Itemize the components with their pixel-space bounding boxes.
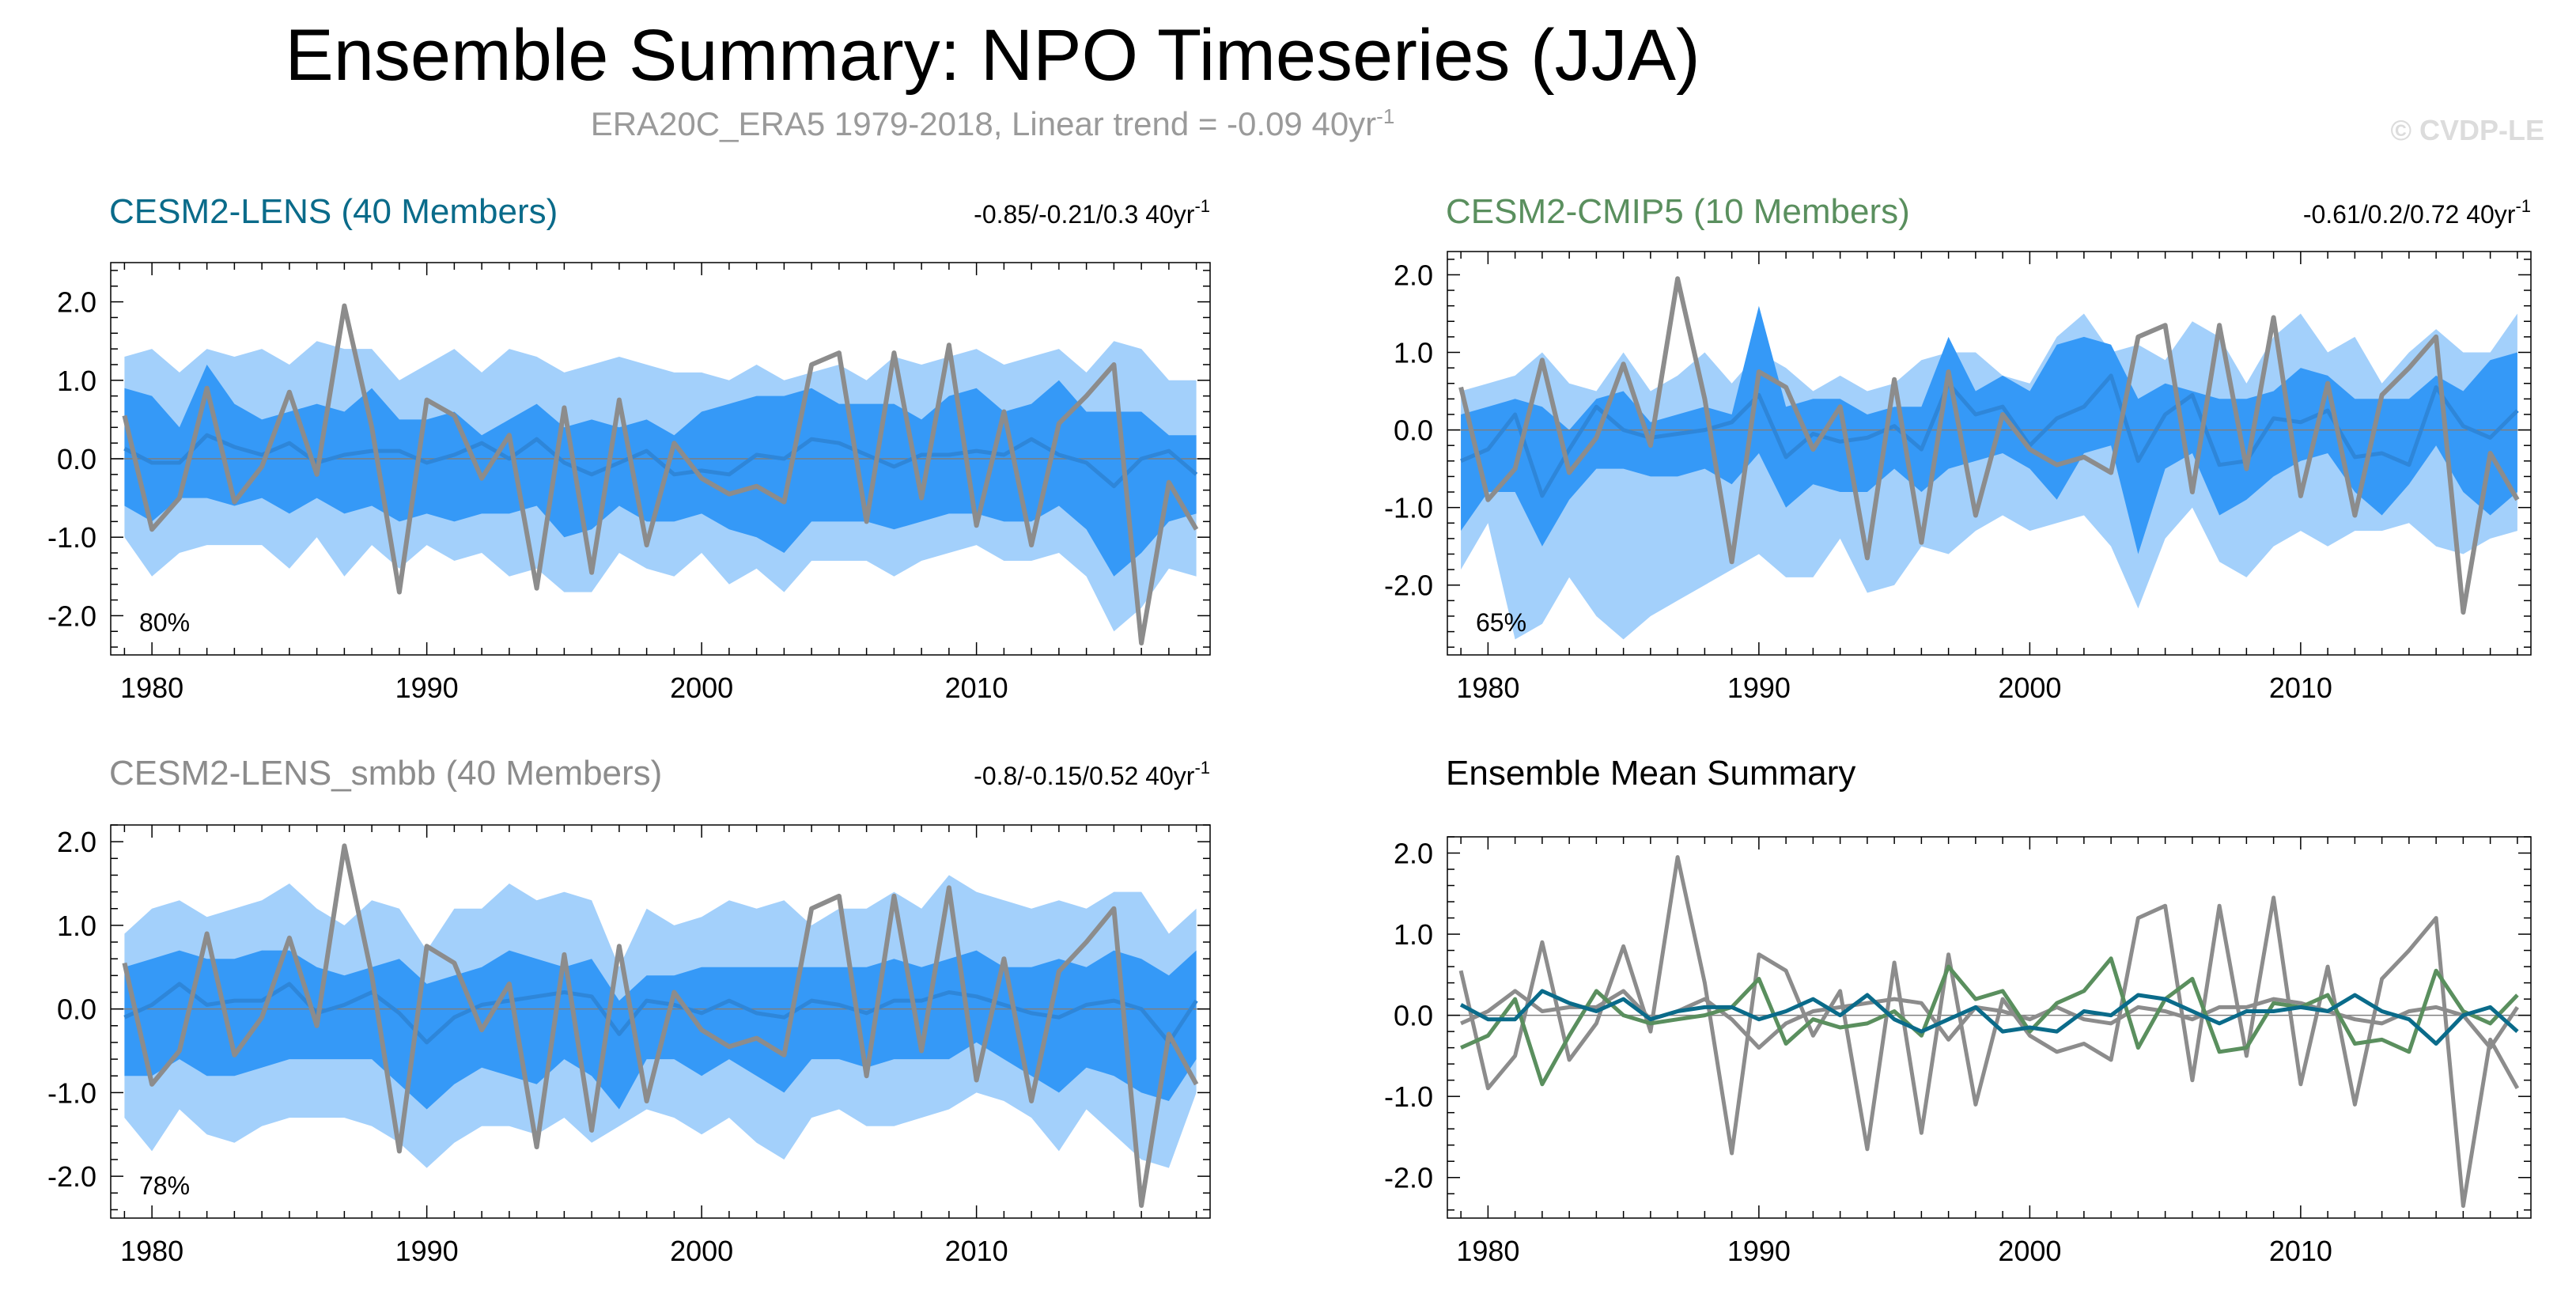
trend-superscript: -1 [1194, 196, 1210, 216]
panel-title: Ensemble Mean Summary [1446, 754, 1855, 793]
series-line-2 [1460, 989, 2519, 1050]
x-tick-label: 1990 [395, 1235, 459, 1267]
y-tick-label: -1.0 [1384, 1080, 1433, 1113]
observed-line [122, 843, 1199, 1209]
percent-label: 80% [139, 608, 190, 637]
inner-spread-band [124, 365, 1197, 577]
observed-line [1458, 276, 2520, 615]
trend-label: -0.61/0.2/0.72 40yr-1 [2303, 196, 2531, 229]
series-line-4 [1459, 989, 2519, 1046]
trend-text: -0.8/-0.15/0.52 40yr [974, 762, 1195, 790]
trend-superscript: -1 [2515, 196, 2531, 216]
percent-label: 65% [1476, 608, 1526, 637]
panel-title: CESM2-LENS (40 Members) [109, 192, 558, 231]
x-tick-label: 1980 [1456, 672, 1519, 704]
y-tick-label: 1.0 [57, 910, 96, 942]
series-line-3 [1460, 956, 2519, 1087]
subtitle-superscript: -1 [1376, 104, 1395, 128]
trend-label: -0.8/-0.15/0.52 40yr-1 [974, 758, 1210, 790]
x-tick-label: 2010 [945, 672, 1008, 704]
x-tick-label: 1980 [1456, 1235, 1519, 1267]
page-title: Ensemble Summary: NPO Timeseries (JJA) [285, 15, 1700, 96]
y-tick-label: -1.0 [47, 1077, 96, 1109]
x-tick-label: 2010 [2269, 672, 2332, 704]
ensemble-mean-line [123, 433, 1198, 489]
subtitle-text: ERA20C_ERA5 1979-2018, Linear trend = -0… [590, 105, 1377, 142]
y-tick-label: 0.0 [1394, 1000, 1433, 1032]
y-tick-label: 2.0 [1394, 838, 1433, 870]
x-tick-label: 2000 [670, 1235, 733, 1267]
trend-label: -0.85/-0.21/0.3 40yr-1 [974, 196, 1210, 229]
panel-title: CESM2-CMIP5 (10 Members) [1446, 192, 1910, 231]
x-tick-label: 2010 [945, 1235, 1008, 1267]
x-tick-label: 2010 [2269, 1235, 2332, 1267]
y-tick-label: -2.0 [47, 600, 96, 632]
ensemble-mean-line [123, 982, 1198, 1045]
y-tick-label: 1.0 [57, 365, 96, 397]
percent-label: 78% [139, 1171, 190, 1200]
x-tick-label: 2000 [670, 672, 733, 704]
y-tick-label: 1.0 [1394, 918, 1433, 951]
x-tick-label: 2000 [1998, 1235, 2061, 1267]
plot-frame [1447, 251, 2532, 656]
page-subtitle: ERA20C_ERA5 1979-2018, Linear trend = -0… [0, 104, 1985, 143]
y-tick-label: 0.0 [57, 993, 96, 1026]
outer-spread-band [1461, 313, 2517, 640]
x-tick-label: 1990 [395, 672, 459, 704]
plot-frame [110, 824, 1211, 1219]
y-tick-label: 2.0 [1394, 259, 1433, 291]
y-tick-label: -1.0 [47, 521, 96, 554]
panel-4: Ensemble Mean Summary 1980 1990 2000 2010 2.0… [1384, 754, 2532, 1267]
panel-2: CESM2-CMIP5 (10 Members) -0.61/0.2/0.72 4… [1384, 192, 2532, 704]
x-tick-label: 2000 [1998, 672, 2061, 704]
y-tick-label: 0.0 [1394, 414, 1433, 447]
x-tick-label: 1990 [1727, 1235, 1791, 1267]
panel-title: CESM2-LENS_smbb (40 Members) [109, 754, 662, 793]
inner-spread-band [124, 950, 1197, 1110]
observed-line [122, 303, 1199, 646]
trend-superscript: -1 [1194, 758, 1210, 778]
x-tick-label: 1990 [1727, 672, 1791, 704]
x-tick-label: 1980 [120, 1235, 183, 1267]
y-tick-label: -2.0 [47, 1160, 96, 1193]
panel-3: CESM2-LENS_smbb (40 Members) -0.8/-0.15/0… [47, 754, 1211, 1267]
x-tick-label: 1980 [120, 672, 183, 704]
y-tick-label: -2.0 [1384, 569, 1433, 602]
series-line-1 [1458, 855, 2520, 1209]
plot-frame [1447, 836, 2532, 1219]
y-tick-label: -1.0 [1384, 492, 1433, 524]
y-tick-label: 2.0 [57, 286, 96, 319]
panel-1: CESM2-LENS (40 Members) -0.85/-0.21/0.3 4… [47, 192, 1211, 704]
y-tick-label: -2.0 [1384, 1162, 1433, 1194]
trend-text: -0.85/-0.21/0.3 40yr [974, 200, 1195, 229]
y-tick-label: 0.0 [57, 443, 96, 475]
trend-text: -0.61/0.2/0.72 40yr [2303, 200, 2516, 229]
watermark-logo: © CVDP-LE [2390, 114, 2544, 146]
y-tick-label: 1.0 [1394, 337, 1433, 369]
y-tick-label: 2.0 [57, 826, 96, 858]
ensemble-mean-line [1460, 373, 2519, 498]
